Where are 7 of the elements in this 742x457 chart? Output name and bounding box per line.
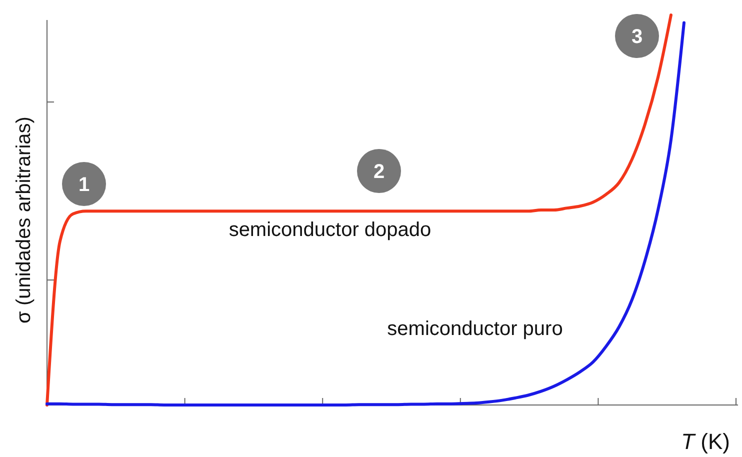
annotation: 3 <box>631 26 643 48</box>
annotation: 2 <box>373 161 385 183</box>
x-axis-title: T (K) <box>681 429 730 454</box>
series-label: semiconductor dopado <box>228 219 432 241</box>
y-axis-title: σ (unidades arbitrarias) <box>13 116 35 324</box>
series-label: semiconductor puro <box>387 318 563 340</box>
annotation: 1 <box>78 174 90 196</box>
